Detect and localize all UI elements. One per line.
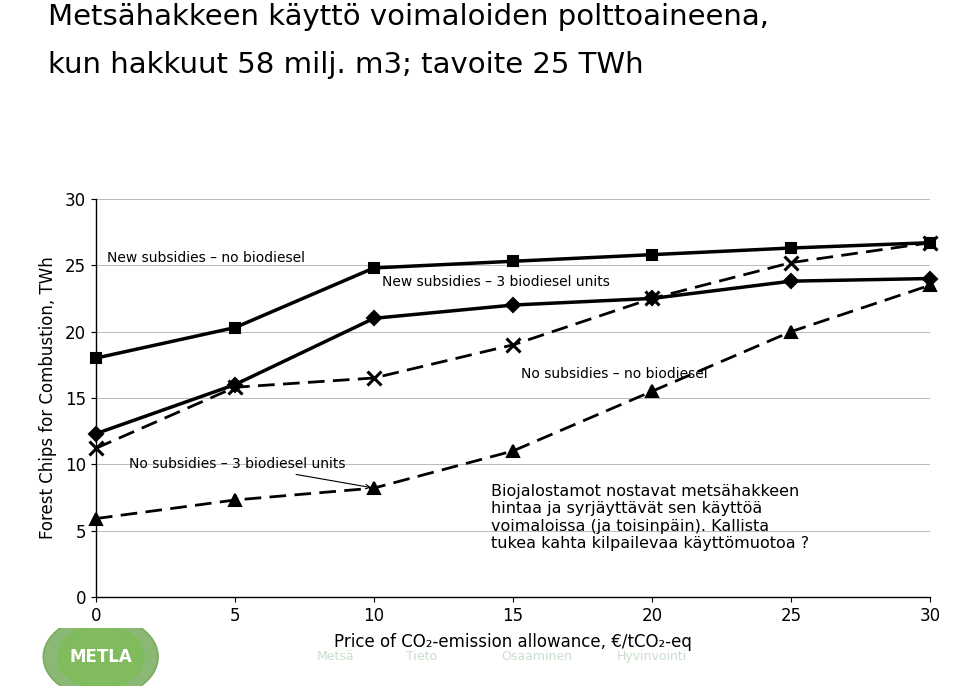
Text: Osaaminen: Osaaminen bbox=[502, 650, 573, 663]
Text: METLA: METLA bbox=[69, 648, 132, 666]
Ellipse shape bbox=[43, 616, 158, 686]
X-axis label: Price of CO₂-emission allowance, €/tCO₂-eq: Price of CO₂-emission allowance, €/tCO₂-… bbox=[334, 633, 692, 651]
Ellipse shape bbox=[58, 625, 144, 686]
Text: Metsä: Metsä bbox=[316, 650, 355, 663]
Text: New subsidies – 3 biodiesel units: New subsidies – 3 biodiesel units bbox=[383, 275, 610, 289]
Text: Tieto: Tieto bbox=[407, 650, 437, 663]
Text: New subsidies – no biodiesel: New subsidies – no biodiesel bbox=[107, 251, 305, 265]
Text: kun hakkuut 58 milj. m3; tavoite 25 TWh: kun hakkuut 58 milj. m3; tavoite 25 TWh bbox=[48, 51, 643, 80]
Text: Metsähakkeen käyttö voimaloiden polttoaineena,: Metsähakkeen käyttö voimaloiden polttoai… bbox=[48, 3, 769, 32]
Text: Hyvinvointi: Hyvinvointi bbox=[617, 650, 688, 663]
Text: No subsidies – no biodiesel: No subsidies – no biodiesel bbox=[522, 366, 708, 381]
Y-axis label: Forest Chips for Combustion, TWh: Forest Chips for Combustion, TWh bbox=[38, 257, 57, 539]
Text: Biojalostamot nostavat metsähakkeen
hintaa ja syrjäyttävät sen käyttöä
voimalois: Biojalostamot nostavat metsähakkeen hint… bbox=[491, 484, 809, 552]
Text: No subsidies – 3 biodiesel units: No subsidies – 3 biodiesel units bbox=[129, 457, 370, 489]
